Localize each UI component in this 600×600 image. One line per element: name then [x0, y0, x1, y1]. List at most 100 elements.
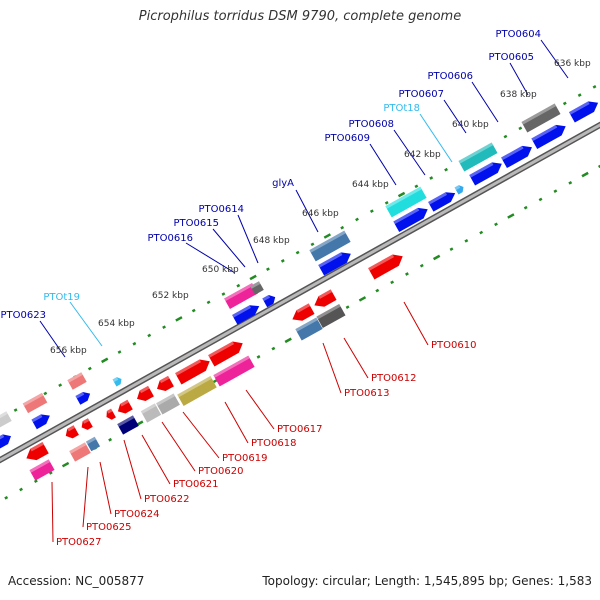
feature-body [458, 142, 498, 172]
label-PTO0616-leader [185, 242, 236, 274]
tick-mark-plus [355, 217, 359, 222]
gene-glyA [318, 252, 351, 276]
gene-PTO0605 [531, 124, 566, 150]
gene-steel-small [85, 436, 101, 452]
feature-highlight [213, 355, 250, 378]
label-PTO0607-leader [443, 99, 467, 134]
label-PTO0608-label: PTO0608 [349, 119, 394, 130]
feature-highlight [262, 295, 271, 302]
feature-highlight [139, 385, 150, 394]
gene-PTOt19 [112, 377, 122, 387]
label-PTO0622-leader [123, 439, 142, 500]
gene-grey-small [250, 281, 264, 295]
feature-body [112, 377, 122, 387]
label-PTO0613-leader [322, 342, 342, 394]
feature-highlight [224, 282, 254, 302]
gene-navy [117, 415, 139, 435]
gene-PTO0612 [314, 289, 337, 307]
feature-highlight [0, 434, 5, 442]
gene-PTO0623 [75, 391, 91, 405]
label-PTO0623-label: PTO0623 [1, 310, 46, 321]
tick-mark-plus [369, 209, 374, 213]
gene-steel-mid [295, 317, 323, 341]
feature-highlight [22, 392, 44, 407]
feature-highlight [69, 442, 87, 454]
feature-highlight [368, 254, 395, 271]
gene-PTO0614 [232, 305, 260, 325]
tick-mark-plus [384, 201, 389, 205]
tick-mark-minus [358, 296, 367, 302]
gene-PTO0621 [117, 399, 133, 414]
label-layer: 636 kbp 638 kbp 640 kbp 642 kbp 644 kbp 646 k… [1, 29, 591, 548]
feature-body [521, 103, 561, 133]
feature-highlight [568, 101, 590, 115]
accession-text: Accession: NC_005877 [8, 574, 145, 588]
feature-body [157, 375, 174, 392]
feature-body [531, 124, 566, 150]
label-PTO0620-leader [161, 421, 196, 472]
gene-PTO0606 [501, 145, 532, 169]
label-PTO0618-label: PTO0618 [251, 438, 296, 449]
gene-olive [177, 376, 217, 406]
label-PTO0604-leader [540, 39, 569, 79]
feature-body [117, 399, 133, 414]
feature-highlight [250, 281, 261, 289]
feature-highlight [309, 230, 346, 253]
feature-body [22, 392, 48, 414]
feature-body [69, 442, 91, 462]
tick-mark-minus [271, 346, 276, 351]
feature-body [65, 425, 79, 439]
feature-highlight [208, 341, 235, 358]
feature-body [568, 101, 599, 123]
feature-body [85, 436, 101, 452]
tick-mark-minus [61, 461, 70, 468]
tick-mark-plus [444, 167, 448, 172]
feature-highlight [120, 399, 129, 407]
label-PTO0613-label: PTO0613 [344, 388, 389, 399]
gene-PTO0607 [469, 162, 502, 186]
scale-label: 650 kbp [202, 265, 239, 275]
tick-mark-plus [221, 292, 226, 296]
tick-mark-plus [503, 134, 508, 139]
feature-highlight [177, 376, 212, 398]
tick-mark-minus [284, 337, 292, 344]
gene-grey-edge [0, 411, 12, 429]
gene-grey-a [156, 393, 180, 415]
label-PTO0612-leader [343, 337, 369, 379]
feature-highlight [156, 393, 176, 406]
tick-mark-plus [117, 350, 122, 354]
feature-highlight [458, 142, 494, 164]
feature-body [262, 295, 276, 308]
tick-mark-minus [419, 263, 424, 268]
feature-body [393, 207, 428, 233]
feature-highlight [85, 436, 97, 445]
gene-PTOt18 [458, 142, 498, 172]
feature-body [295, 317, 323, 341]
label-PTO0609-leader [369, 143, 397, 186]
feature-body [140, 403, 162, 423]
tick-mark-plus [175, 316, 183, 322]
feature-highlight [318, 252, 343, 268]
tick-mark-minus [4, 495, 9, 500]
label-PTO0619-leader [182, 411, 220, 459]
tick-mark-plus [206, 300, 211, 305]
gene-steel [309, 230, 351, 262]
label-PTO0615-label: PTO0615 [174, 218, 219, 229]
feature-highlight [393, 207, 420, 225]
gene-pink-b [22, 392, 48, 414]
feature-highlight [31, 414, 43, 423]
gene-PTO0627 [26, 441, 49, 461]
gene-PTO0622 [106, 408, 116, 420]
label-PTO0615-leader [212, 228, 246, 268]
scale-label: 646 kbp [302, 209, 339, 219]
genome-title: Picrophilus torridus DSM 9790, complete … [138, 9, 462, 24]
gene-grey-upper [521, 103, 561, 133]
feature-body [250, 281, 264, 295]
label-PTO0605-leader [509, 62, 529, 96]
feature-body [501, 145, 532, 169]
trna-cyan [385, 186, 427, 218]
label-PTO0624-leader [99, 461, 112, 515]
feature-highlight [454, 185, 461, 191]
label-PTO0617-label: PTO0617 [277, 424, 322, 435]
